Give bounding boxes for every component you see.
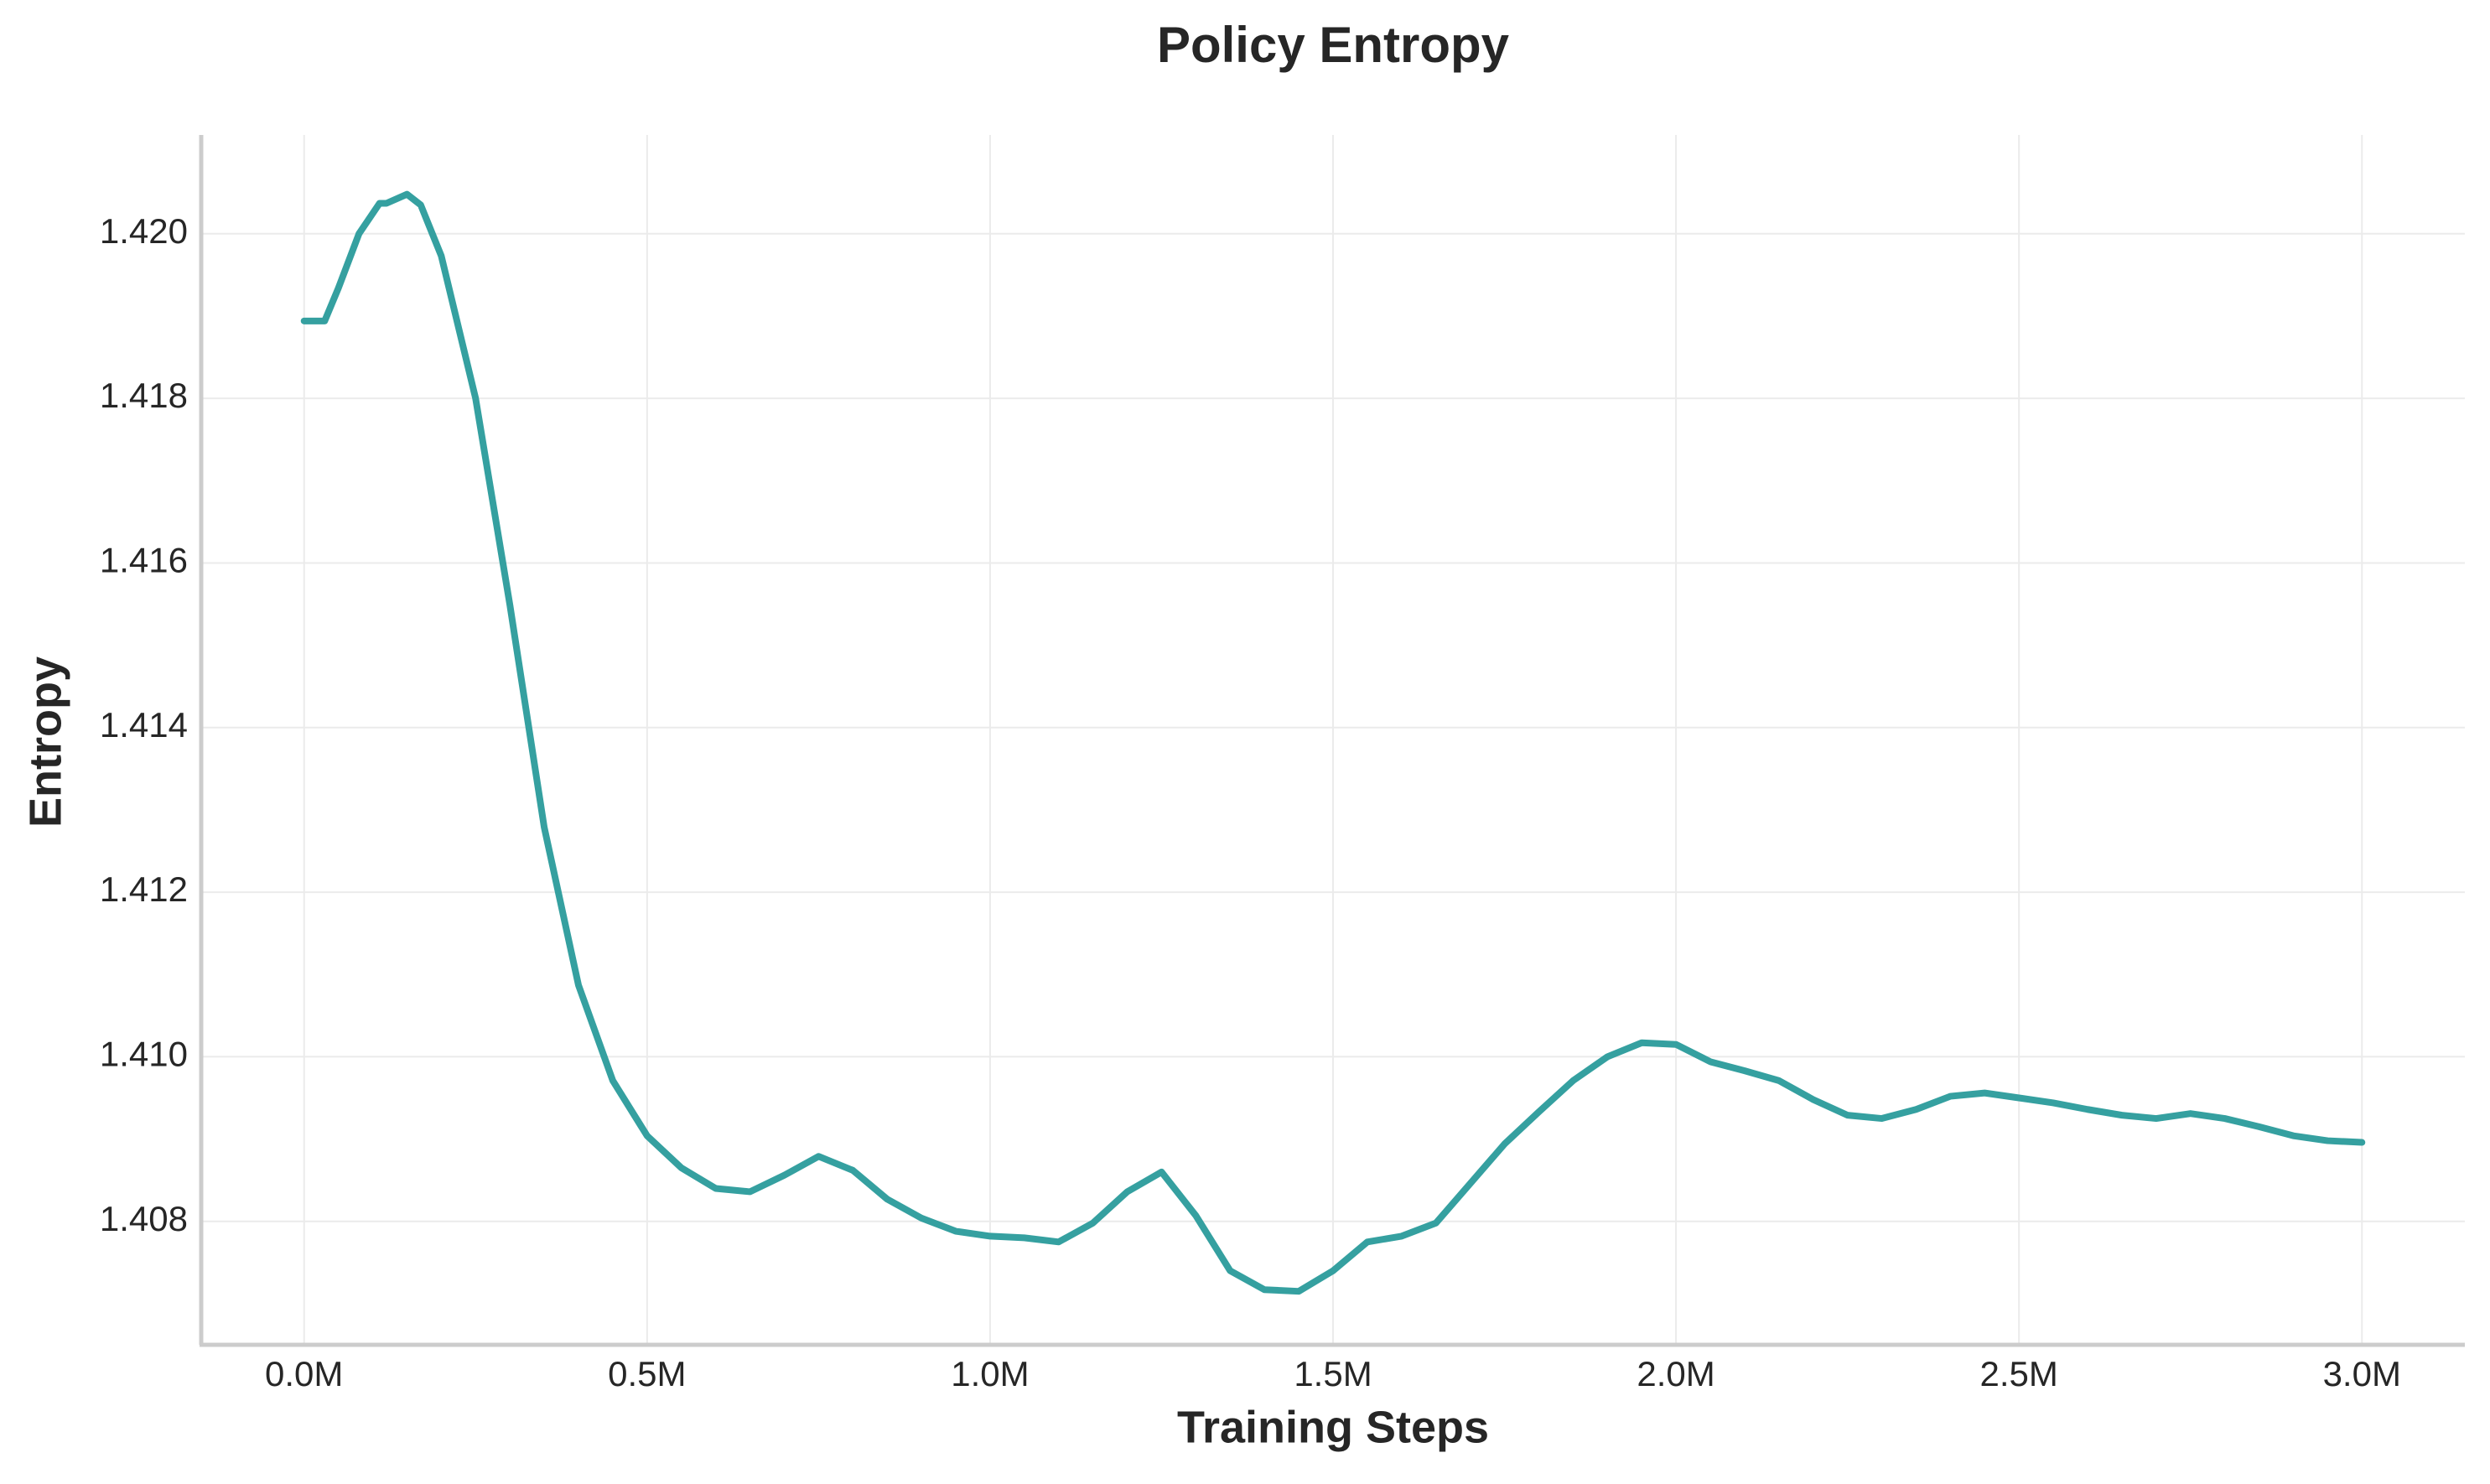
y-tick-label: 1.414 <box>100 705 188 745</box>
y-tick-label: 1.420 <box>100 211 188 251</box>
x-tick-label: 1.5M <box>1294 1354 1372 1393</box>
y-axis-label: Entropy <box>20 656 70 828</box>
line-series <box>300 190 2366 1295</box>
x-tick-label: 2.5M <box>1979 1354 2057 1393</box>
x-tick-label: 3.0M <box>2323 1354 2401 1393</box>
y-tick-label: 1.418 <box>100 376 188 415</box>
y-tick-label: 1.416 <box>100 541 188 580</box>
plot-area <box>300 190 2366 1295</box>
x-axis-label: Training Steps <box>1177 1402 1489 1452</box>
x-tick-label: 0.5M <box>608 1354 686 1393</box>
y-tick-label: 1.412 <box>100 869 188 909</box>
x-tick-label: 0.0M <box>265 1354 343 1393</box>
y-tick-label: 1.408 <box>100 1199 188 1238</box>
grid <box>201 135 2465 1345</box>
chart-title: Policy Entropy <box>1157 17 1510 73</box>
y-tick-label: 1.410 <box>100 1035 188 1074</box>
x-tick-label: 2.0M <box>1637 1354 1714 1393</box>
x-tick-label: 1.0M <box>951 1354 1029 1393</box>
